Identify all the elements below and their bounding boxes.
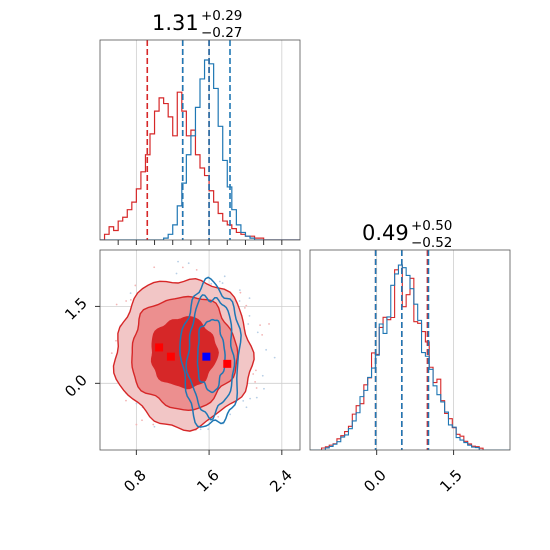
marginal-y-histograms <box>310 264 510 450</box>
sample-point <box>210 282 213 285</box>
histogram-series-1 <box>310 264 510 450</box>
sample-point <box>187 262 190 265</box>
point-marker-2 <box>202 352 211 361</box>
joint-ticks <box>95 305 283 455</box>
sample-point <box>177 260 179 263</box>
marginal-x-quantile-lines <box>146 40 231 240</box>
sample-point <box>242 399 245 402</box>
sample-point <box>229 413 232 416</box>
marginal-x-title-lower: −0.27 <box>201 25 242 41</box>
sample-point <box>115 303 118 306</box>
joint-panel: 0.8 1.6 2.4 0.0 1.5 <box>61 249 301 496</box>
sample-point <box>115 339 117 342</box>
sample-point <box>199 428 202 431</box>
sample-point <box>268 323 270 325</box>
contour-blue-level-0 <box>196 318 226 394</box>
br-x-tick-label-0: 0.0 <box>360 466 390 496</box>
marginal-y-title-value: 0.49 <box>362 221 409 245</box>
marginal-x-title-value: 1.31 <box>152 11 199 35</box>
point-marker-0 <box>155 343 164 352</box>
marginal-y-panel: 0.49 +0.50 −0.52 0.0 1.5 <box>309 218 511 496</box>
marginal-y-title-upper: +0.50 <box>411 218 452 234</box>
marginal-x-panel: 1.31 +0.29 −0.27 <box>99 8 301 245</box>
sample-point <box>254 381 257 383</box>
x-tick-label-1: 1.6 <box>193 466 223 496</box>
sample-point <box>238 289 241 292</box>
sample-point <box>245 304 248 307</box>
sample-point <box>263 387 265 390</box>
sample-point <box>256 331 259 334</box>
point-marker-1 <box>166 352 175 361</box>
sample-point <box>245 406 248 409</box>
sample-point <box>134 284 137 287</box>
sample-point <box>152 423 155 426</box>
marginal-y-frame <box>309 249 511 451</box>
sample-point <box>153 425 156 428</box>
marginal-x-ticks <box>117 240 283 245</box>
sample-point <box>249 397 252 400</box>
sample-point <box>141 419 143 422</box>
sample-point <box>255 396 258 399</box>
contour-blue-level-2 <box>179 276 242 428</box>
sample-point <box>129 292 132 295</box>
br-x-tick-label-1: 1.5 <box>436 466 466 496</box>
y-tick-label-0: 0.0 <box>61 371 91 401</box>
y-tick-label-1: 1.5 <box>61 294 91 324</box>
sample-point <box>255 387 258 389</box>
sample-point <box>255 369 257 372</box>
sample-point <box>265 348 268 351</box>
sample-point <box>252 373 255 375</box>
sample-point <box>135 423 138 426</box>
sample-point <box>223 275 226 278</box>
sample-point <box>135 402 138 405</box>
sample-point <box>273 356 276 359</box>
contour-red-level-0 <box>150 315 219 390</box>
sample-point <box>218 280 221 283</box>
joint-markers <box>155 343 232 368</box>
marginal-y-title-lower: −0.52 <box>411 235 452 251</box>
sample-point <box>243 306 246 309</box>
sample-point <box>217 415 220 418</box>
sample-point <box>110 352 113 354</box>
joint-frame <box>99 249 301 451</box>
marginal-y-grid <box>376 250 454 450</box>
sample-point <box>125 399 127 402</box>
sample-point <box>238 300 241 302</box>
sample-point <box>181 266 184 269</box>
sample-point <box>221 282 224 284</box>
sample-point <box>195 268 198 271</box>
x-tick-label-0: 0.8 <box>120 466 150 496</box>
sample-point <box>248 297 251 300</box>
marginal-x-frame <box>99 39 301 241</box>
joint-contours <box>112 276 255 432</box>
histogram-series-1 <box>100 59 300 240</box>
sample-point <box>259 324 261 327</box>
x-tick-label-2: 2.4 <box>266 466 296 496</box>
sample-point <box>129 298 132 301</box>
marginal-x-title-upper: +0.29 <box>201 8 242 24</box>
sample-point <box>125 300 128 302</box>
sample-point <box>175 272 178 275</box>
sample-point <box>248 314 251 317</box>
contour-blue-level-1 <box>185 294 236 421</box>
histogram-series-0 <box>310 264 510 450</box>
sample-point <box>261 374 264 377</box>
sample-point <box>261 333 264 336</box>
sample-point <box>247 323 250 325</box>
sample-point <box>153 266 156 269</box>
marginal-y-ticks <box>376 450 455 455</box>
marginal-y-quantile-lines <box>374 250 430 450</box>
marginal-x-histograms <box>100 59 300 240</box>
sample-point <box>207 428 210 431</box>
histogram-series-0 <box>100 91 300 240</box>
sample-point <box>239 291 242 294</box>
point-marker-3 <box>223 359 232 368</box>
